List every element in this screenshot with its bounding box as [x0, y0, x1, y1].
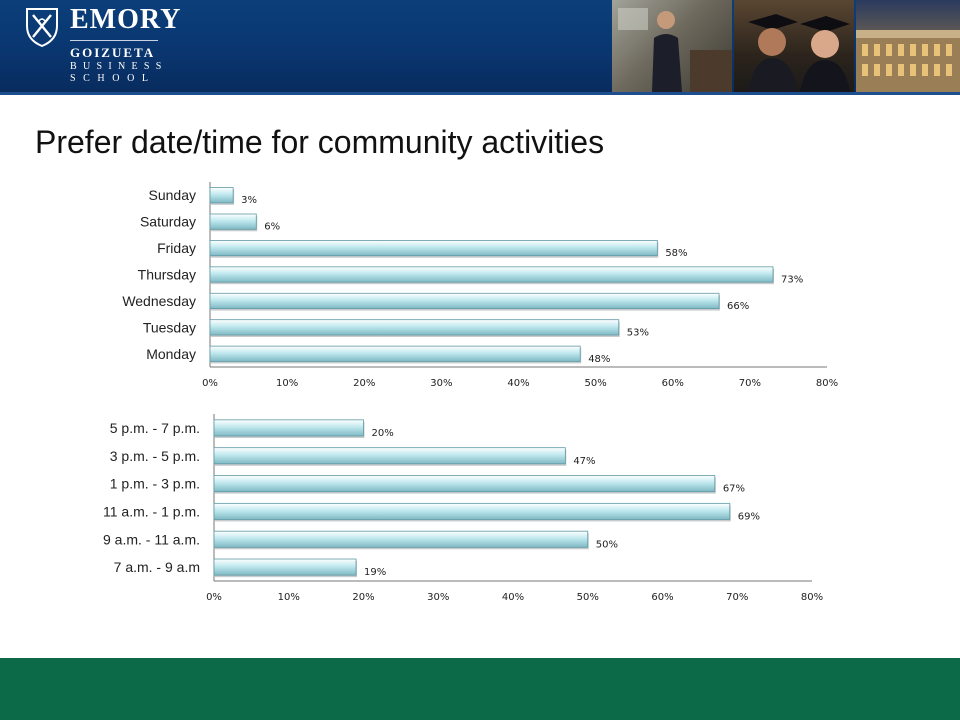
- bar: [209, 319, 620, 336]
- graduates-photo: [734, 0, 854, 92]
- bar-shadow: [215, 533, 589, 550]
- data-label: 53%: [627, 327, 649, 338]
- bar: [213, 419, 364, 437]
- logo-school-line3: SCHOOL: [70, 73, 156, 84]
- x-tick-label: 20%: [353, 378, 375, 389]
- bar-shadow: [211, 215, 258, 232]
- header-photo-strip: [612, 0, 960, 92]
- emory-shield-icon: [26, 8, 58, 48]
- bar-shadow: [211, 189, 235, 205]
- logo-school-line1: GOIZUETA: [70, 45, 156, 60]
- lecture-photo: [612, 0, 732, 92]
- x-tick-label: 50%: [585, 378, 607, 389]
- bar-shadow: [215, 477, 716, 494]
- x-tick-label: 20%: [352, 592, 374, 603]
- bar-shadow: [215, 505, 731, 522]
- category-label: 11 a.m. - 1 p.m.: [103, 503, 200, 519]
- category-label: 7 a.m. - 9 a.m: [114, 559, 200, 575]
- bar-shadow: [211, 242, 659, 258]
- category-label: 1 p.m. - 3 p.m.: [110, 476, 200, 492]
- data-label: 69%: [738, 511, 760, 522]
- category-label: Tuesday: [143, 319, 196, 335]
- bar: [213, 530, 589, 548]
- campus-building-photo: [856, 0, 960, 92]
- header-divider: [0, 92, 960, 95]
- data-label: 20%: [372, 428, 394, 439]
- bar-shadow: [211, 295, 721, 311]
- category-label: 9 a.m. - 11 a.m.: [103, 531, 200, 547]
- category-label: Friday: [157, 240, 196, 256]
- logo-school-line2: BUSINESS: [70, 61, 168, 72]
- data-label: 3%: [241, 195, 257, 206]
- footer-band: [0, 658, 960, 720]
- category-label: Saturday: [140, 214, 196, 230]
- logo-emory: EMORY: [70, 4, 182, 35]
- data-label: 66%: [727, 301, 749, 312]
- bar: [209, 240, 658, 257]
- header-banner: EMORY GOIZUETA BUSINESS SCHOOL: [0, 0, 960, 92]
- x-tick-label: 0%: [202, 378, 218, 389]
- x-tick-label: 0%: [206, 592, 222, 603]
- bar-shadow: [215, 449, 567, 466]
- bar: [209, 187, 234, 204]
- bar: [209, 345, 581, 362]
- category-label: 3 p.m. - 5 p.m.: [110, 448, 200, 464]
- category-label: Wednesday: [122, 293, 196, 309]
- category-label: Thursday: [138, 267, 196, 283]
- bar: [209, 213, 257, 230]
- logo-divider: [70, 40, 158, 41]
- category-label: Sunday: [149, 187, 196, 203]
- bar: [213, 447, 566, 465]
- x-tick-label: 60%: [662, 378, 684, 389]
- category-label: Monday: [146, 346, 196, 362]
- data-label: 47%: [573, 456, 595, 467]
- data-label: 6%: [264, 222, 280, 233]
- bar: [213, 502, 731, 520]
- x-tick-label: 80%: [801, 592, 823, 603]
- data-label: 67%: [723, 484, 745, 495]
- page-title: Prefer date/time for community activitie…: [35, 124, 605, 160]
- category-label: 5 p.m. - 7 p.m.: [110, 420, 200, 436]
- x-tick-label: 70%: [739, 378, 761, 389]
- bar: [213, 475, 716, 493]
- x-tick-label: 40%: [507, 378, 529, 389]
- data-label: 19%: [364, 567, 386, 578]
- x-tick-label: 10%: [276, 378, 298, 389]
- x-tick-label: 40%: [502, 592, 524, 603]
- bar-shadow: [215, 421, 365, 438]
- bar: [209, 266, 774, 283]
- x-tick-label: 70%: [726, 592, 748, 603]
- x-tick-label: 30%: [427, 592, 449, 603]
- x-tick-label: 80%: [816, 378, 838, 389]
- data-label: 73%: [781, 275, 803, 286]
- bar-shadow: [211, 321, 620, 338]
- data-label: 50%: [596, 539, 618, 550]
- bar-shadow: [211, 268, 775, 285]
- x-tick-label: 50%: [577, 592, 599, 603]
- x-tick-label: 30%: [430, 378, 452, 389]
- data-label: 48%: [588, 354, 610, 365]
- bar-shadow: [211, 348, 582, 364]
- x-tick-label: 60%: [651, 592, 673, 603]
- data-label: 58%: [665, 248, 687, 259]
- x-tick-label: 10%: [278, 592, 300, 603]
- bar: [209, 292, 720, 309]
- bar-shadow: [215, 561, 358, 578]
- bar: [213, 558, 357, 576]
